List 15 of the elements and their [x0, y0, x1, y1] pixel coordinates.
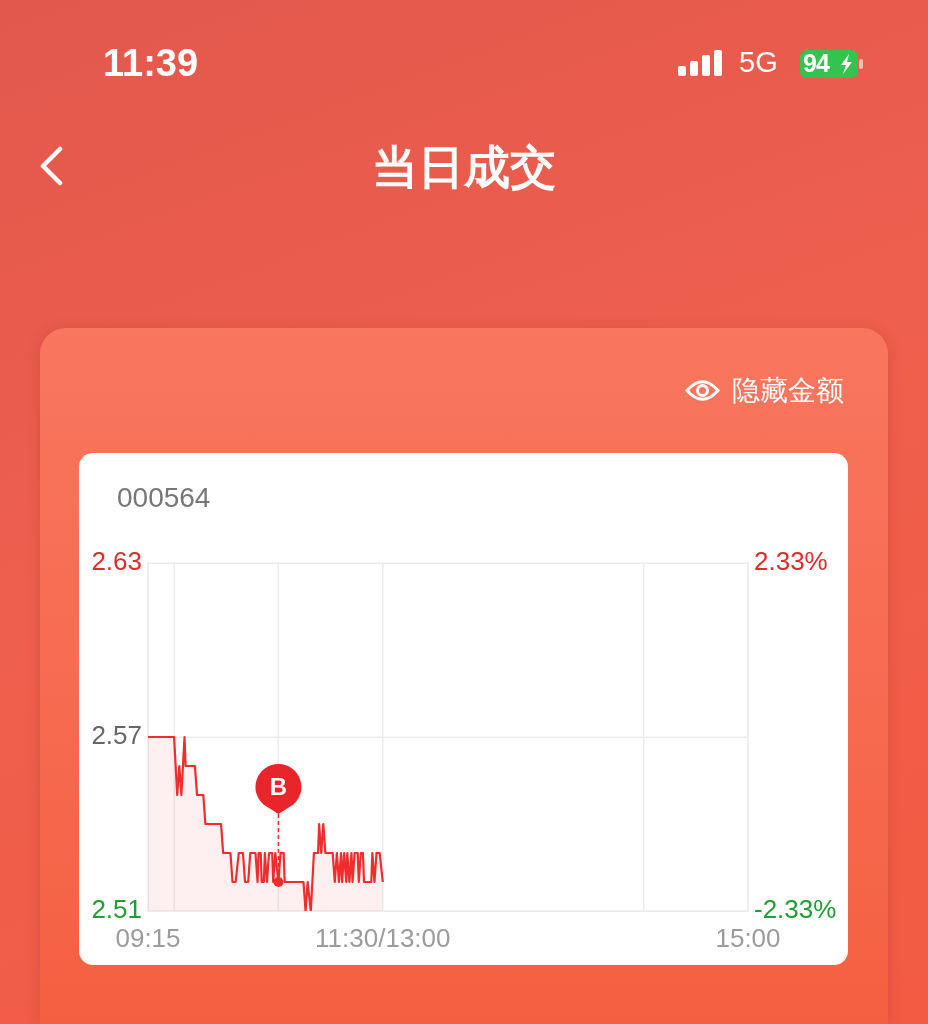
chart-subtitle: 000564	[117, 482, 211, 514]
y-tick-label: 2.57	[91, 720, 142, 751]
text: 5G	[739, 46, 778, 79]
chart-title: 当日成交	[371, 140, 557, 195]
text: 94	[803, 49, 829, 78]
x-tick-label: 15:00	[715, 922, 781, 953]
y2-tick-label: 2.33%	[754, 546, 828, 577]
x-tick-label: 11:30/13:00	[315, 922, 451, 953]
text: 隐藏金额	[732, 374, 844, 408]
x-tick-label: 09:15	[115, 922, 181, 953]
y-tick-label: 2.51	[91, 894, 142, 925]
text: 11:39	[103, 42, 199, 85]
y2-tick-label: -2.33%	[754, 894, 837, 925]
annotation: B	[269, 772, 288, 800]
y-tick-label: 2.63	[91, 546, 142, 577]
